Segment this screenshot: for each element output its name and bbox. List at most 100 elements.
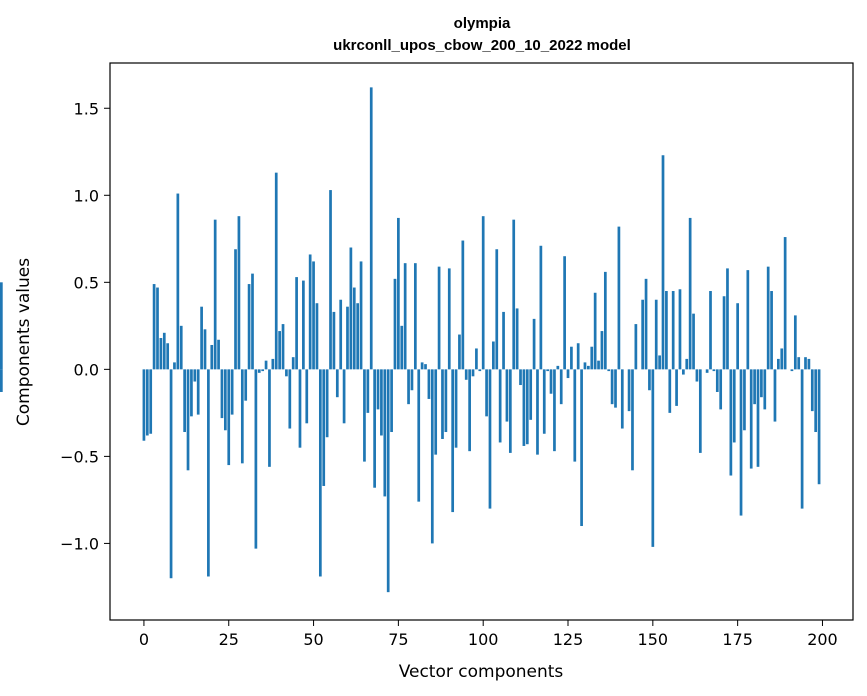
bar-2	[149, 369, 153, 434]
bar-131	[587, 365, 590, 370]
bar-149	[648, 369, 651, 391]
bar-23	[220, 369, 224, 419]
bar-144	[631, 369, 634, 471]
bar-undefined	[0, 369, 3, 392]
bar-73	[390, 369, 393, 433]
bar-57	[335, 369, 339, 398]
bar-52	[318, 369, 322, 577]
bar-130	[583, 362, 587, 370]
bar-94	[461, 240, 465, 370]
bar-91	[451, 369, 455, 513]
bar-183	[763, 369, 767, 410]
bar-141	[620, 369, 624, 429]
bar-83	[424, 364, 427, 370]
bar-5	[159, 338, 163, 370]
bar-133	[593, 292, 597, 370]
bar-77	[403, 263, 407, 370]
x-axis-ticks: 0 25 50 75 100 125 150 175 200	[139, 620, 838, 649]
bar-198	[814, 369, 818, 433]
bar-42	[285, 369, 288, 377]
bar-116	[536, 369, 539, 455]
bar-49	[308, 254, 312, 370]
bar-112	[522, 369, 526, 446]
y-tick-label: 0.0	[74, 360, 99, 379]
bar-39	[274, 172, 278, 370]
bar-103	[492, 341, 495, 370]
bar-0	[142, 369, 146, 441]
bar-33	[254, 369, 258, 549]
bar-19	[207, 369, 210, 577]
x-tick-label: 100	[468, 630, 499, 649]
bar-123	[559, 369, 563, 405]
bar-160	[685, 358, 689, 370]
bar-164	[698, 369, 702, 453]
bar-66	[366, 369, 370, 413]
bar-125	[566, 369, 570, 379]
bar-undefined	[0, 282, 3, 370]
bar-82	[420, 362, 424, 370]
bar-113	[525, 369, 529, 445]
bar-168	[712, 369, 716, 372]
x-tick-label: 125	[553, 630, 584, 649]
bar-50	[312, 261, 315, 370]
bar-126	[570, 346, 573, 370]
bar-143	[627, 369, 631, 412]
bar-47	[302, 280, 305, 370]
bar-99	[478, 369, 482, 372]
bar-59	[342, 369, 346, 424]
bar-162	[692, 313, 695, 370]
bar-51	[315, 303, 319, 370]
bar-105	[498, 369, 502, 443]
bar-177	[743, 369, 746, 431]
bar-178	[746, 270, 750, 370]
bar-193	[797, 357, 801, 370]
bar-128	[576, 343, 580, 370]
y-tick-label: −1.0	[60, 534, 99, 553]
bar-196	[807, 358, 811, 370]
bar-46	[298, 369, 302, 448]
bar-87	[437, 266, 441, 370]
bar-170	[719, 369, 723, 410]
bar-56	[332, 311, 336, 370]
bar-37	[268, 369, 271, 467]
bar-155	[668, 369, 672, 413]
bar-134	[597, 360, 600, 370]
bar-12	[183, 369, 186, 433]
x-tick-label: 200	[807, 630, 838, 649]
bar-163	[695, 369, 699, 382]
bar-100	[481, 216, 485, 370]
bar-78	[407, 369, 410, 405]
bar-13	[186, 369, 190, 471]
bar-186	[773, 369, 777, 422]
bar-97	[471, 369, 475, 377]
bar-86	[434, 369, 438, 455]
x-tick-label: 150	[638, 630, 669, 649]
bar-69	[376, 369, 380, 410]
bar-44	[291, 357, 295, 370]
bar-27	[234, 249, 237, 370]
bar-199	[817, 369, 821, 485]
x-tick-label: 75	[388, 630, 408, 649]
bar-169	[715, 369, 719, 392]
x-tick-label: 175	[722, 630, 753, 649]
bar-88	[441, 369, 444, 439]
bar-64	[359, 261, 363, 370]
bar-122	[556, 365, 560, 370]
bar-121	[553, 369, 556, 452]
bar-173	[729, 369, 733, 476]
bar-174	[732, 369, 736, 443]
bar-31	[247, 284, 251, 370]
bar-32	[251, 273, 254, 370]
bar-65	[363, 369, 366, 462]
chart-title: olympia	[454, 15, 511, 32]
bar-148	[644, 278, 648, 370]
bar-107	[505, 369, 509, 422]
bar-34	[257, 369, 261, 373]
bar-41	[281, 324, 285, 370]
bar-197	[810, 369, 814, 412]
bar-74	[393, 278, 397, 370]
bar-10	[176, 193, 180, 370]
bar-176	[739, 369, 743, 516]
bar-185	[770, 291, 773, 370]
chart-subtitle: ukrconll_upos_cbow_200_10_2022 model	[333, 37, 631, 54]
